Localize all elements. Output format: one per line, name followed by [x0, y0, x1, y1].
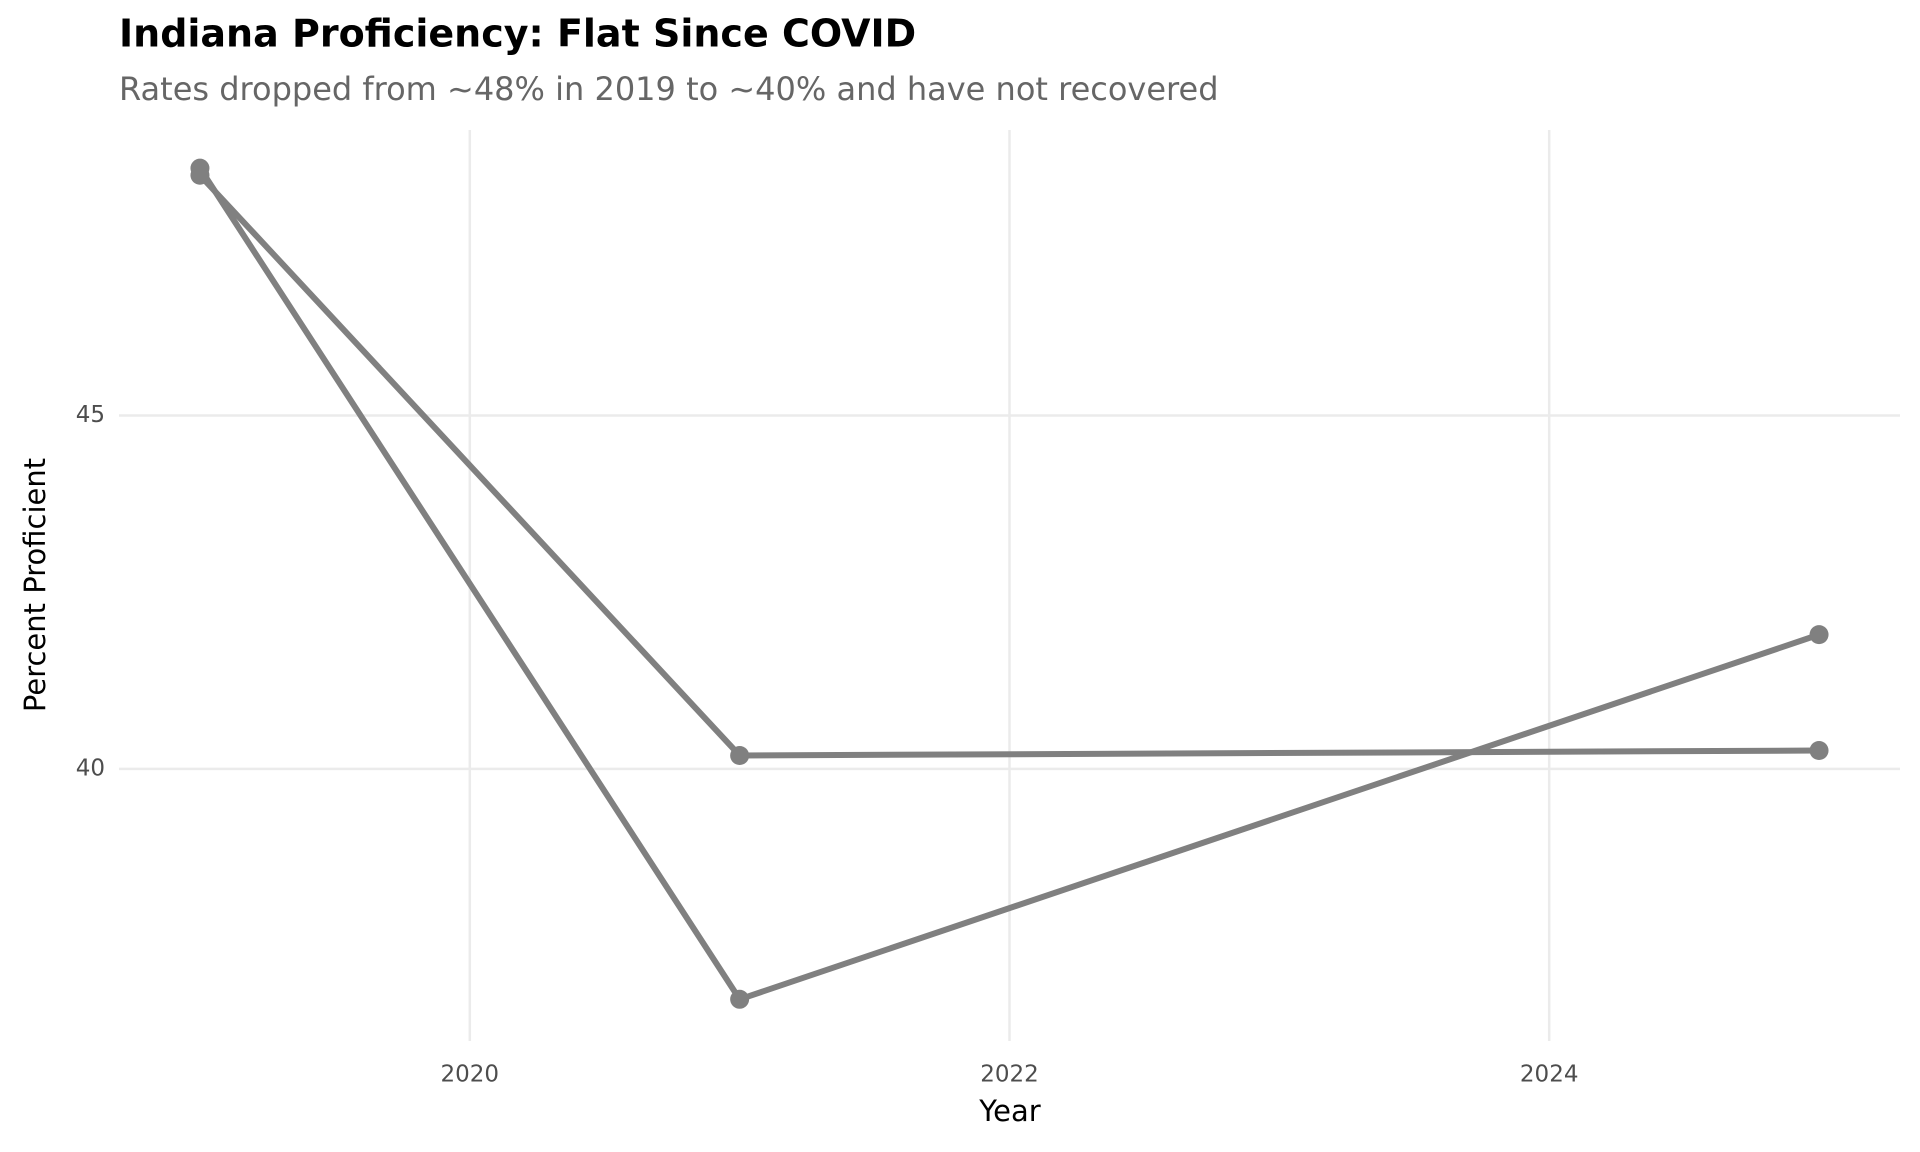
chart-subtitle: Rates dropped from ~48% in 2019 to ~40% …	[119, 70, 1219, 108]
x-tick-label: 2020	[441, 1062, 500, 1088]
data-point	[730, 745, 750, 765]
data-point	[1809, 741, 1829, 761]
chart-title: Indiana Proficiency: Flat Since COVID	[119, 12, 916, 56]
data-point	[730, 989, 750, 1009]
data-point	[1809, 625, 1829, 645]
y-tick-label: 45	[76, 402, 105, 428]
x-axis-title: Year	[978, 1094, 1040, 1128]
plot-area	[190, 158, 1829, 1009]
y-axis-title: Percent Proficient	[18, 458, 52, 712]
x-tick-label: 2024	[1520, 1062, 1579, 1088]
x-tick-label: 2022	[980, 1062, 1039, 1088]
grid	[119, 130, 1900, 1041]
y-tick-label: 40	[76, 755, 105, 781]
data-point	[190, 158, 210, 178]
